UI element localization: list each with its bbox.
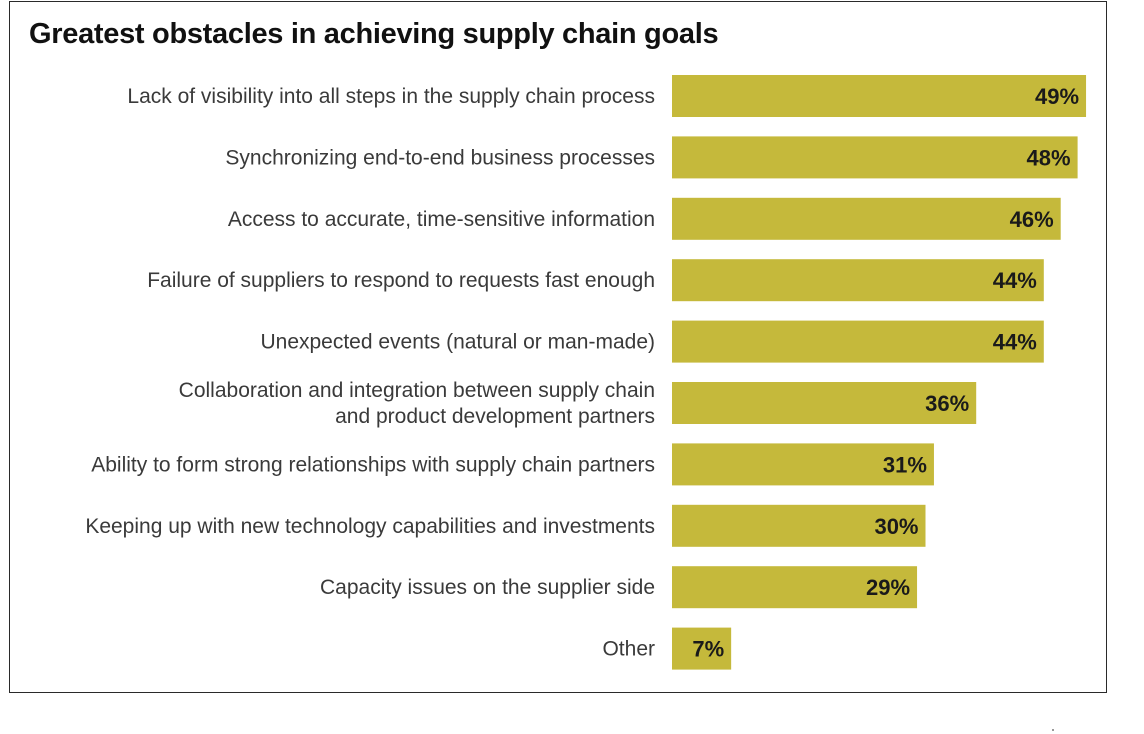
bar-8 <box>672 566 918 609</box>
bar-0 <box>672 75 1087 117</box>
value-label-2: 46% <box>1010 207 1054 232</box>
value-label-9: 7% <box>692 637 724 662</box>
category-label-2: Access to accurate, time-sensitive infor… <box>228 208 655 231</box>
bar-6 <box>672 443 934 486</box>
category-label-4: Unexpected events (natural or man-made) <box>260 331 655 354</box>
value-label-5: 36% <box>925 391 969 416</box>
bar-1 <box>672 136 1078 179</box>
bar-4 <box>672 320 1044 363</box>
category-label-7: Keeping up with new technology capabilit… <box>85 515 655 538</box>
category-label-3: Failure of suppliers to respond to reque… <box>147 269 655 292</box>
bar-3 <box>672 259 1044 302</box>
value-label-7: 30% <box>874 514 918 539</box>
stray-dot <box>1052 729 1054 731</box>
category-label-6: Ability to form strong relationships wit… <box>91 453 655 476</box>
bar-9 <box>672 627 732 670</box>
value-label-4: 44% <box>993 330 1037 355</box>
value-label-0: 49% <box>1035 84 1079 109</box>
category-label-5-line-0: Collaboration and integration between su… <box>179 379 655 402</box>
category-label-5-line-1: and product development partners <box>335 405 655 428</box>
category-label-9: Other <box>602 638 655 661</box>
bar-2 <box>672 197 1061 240</box>
bar-7 <box>672 504 926 547</box>
value-label-8: 29% <box>866 575 910 600</box>
value-label-1: 48% <box>1027 145 1071 170</box>
category-label-1: Synchronizing end-to-end business proces… <box>225 146 655 169</box>
value-label-3: 44% <box>993 268 1037 293</box>
chart-title: Greatest obstacles in achieving supply c… <box>29 18 719 50</box>
value-label-6: 31% <box>883 452 927 477</box>
category-label-0: Lack of visibility into all steps in the… <box>127 85 655 108</box>
category-label-8: Capacity issues on the supplier side <box>320 576 655 599</box>
bar-5 <box>672 382 977 424</box>
